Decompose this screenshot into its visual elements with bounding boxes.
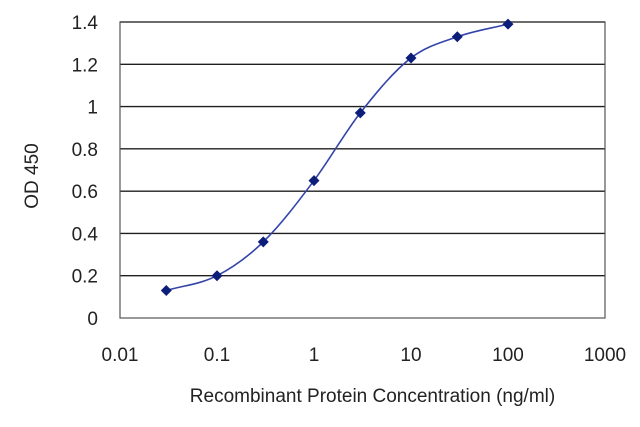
data-point-marker bbox=[354, 107, 366, 119]
data-point-marker bbox=[211, 270, 223, 282]
y-tick-label: 0.2 bbox=[72, 267, 98, 288]
y-tick-label: 0.6 bbox=[72, 182, 98, 203]
data-point-marker bbox=[308, 175, 320, 187]
y-tick-label: 1.2 bbox=[72, 55, 98, 76]
data-point-marker bbox=[257, 236, 269, 248]
plot-area-frame bbox=[119, 21, 606, 319]
x-tick-label: 1 bbox=[309, 345, 320, 366]
x-tick-label: 100 bbox=[492, 345, 524, 366]
x-tick-label: 1000 bbox=[584, 345, 626, 366]
data-point-marker bbox=[502, 18, 514, 30]
y-axis-tick-labels: 0 0.2 0.4 0.6 0.8 1 1.2 1.4 bbox=[72, 13, 99, 330]
series-curve bbox=[166, 23, 509, 292]
x-axis-title: Recombinant Protein Concentration (ng/ml… bbox=[190, 386, 555, 407]
data-point-marker bbox=[451, 31, 463, 43]
x-axis-tick-labels: 0.01 0.1 1 10 100 1000 bbox=[102, 345, 627, 366]
y-axis-title: OD 450 bbox=[22, 143, 43, 208]
data-point-marker bbox=[405, 52, 417, 64]
data-points bbox=[160, 18, 514, 297]
y-tick-label: 1 bbox=[87, 98, 98, 119]
y-tick-label: 1.4 bbox=[72, 13, 99, 34]
data-point-marker bbox=[160, 285, 172, 297]
x-tick-label: 0.1 bbox=[204, 345, 230, 366]
x-tick-label: 10 bbox=[400, 345, 421, 366]
y-tick-label: 0.8 bbox=[72, 140, 98, 161]
gridlines bbox=[120, 21, 605, 277]
x-tick-label: 0.01 bbox=[102, 345, 139, 366]
y-tick-label: 0 bbox=[87, 309, 98, 330]
y-tick-label: 0.4 bbox=[72, 224, 99, 245]
